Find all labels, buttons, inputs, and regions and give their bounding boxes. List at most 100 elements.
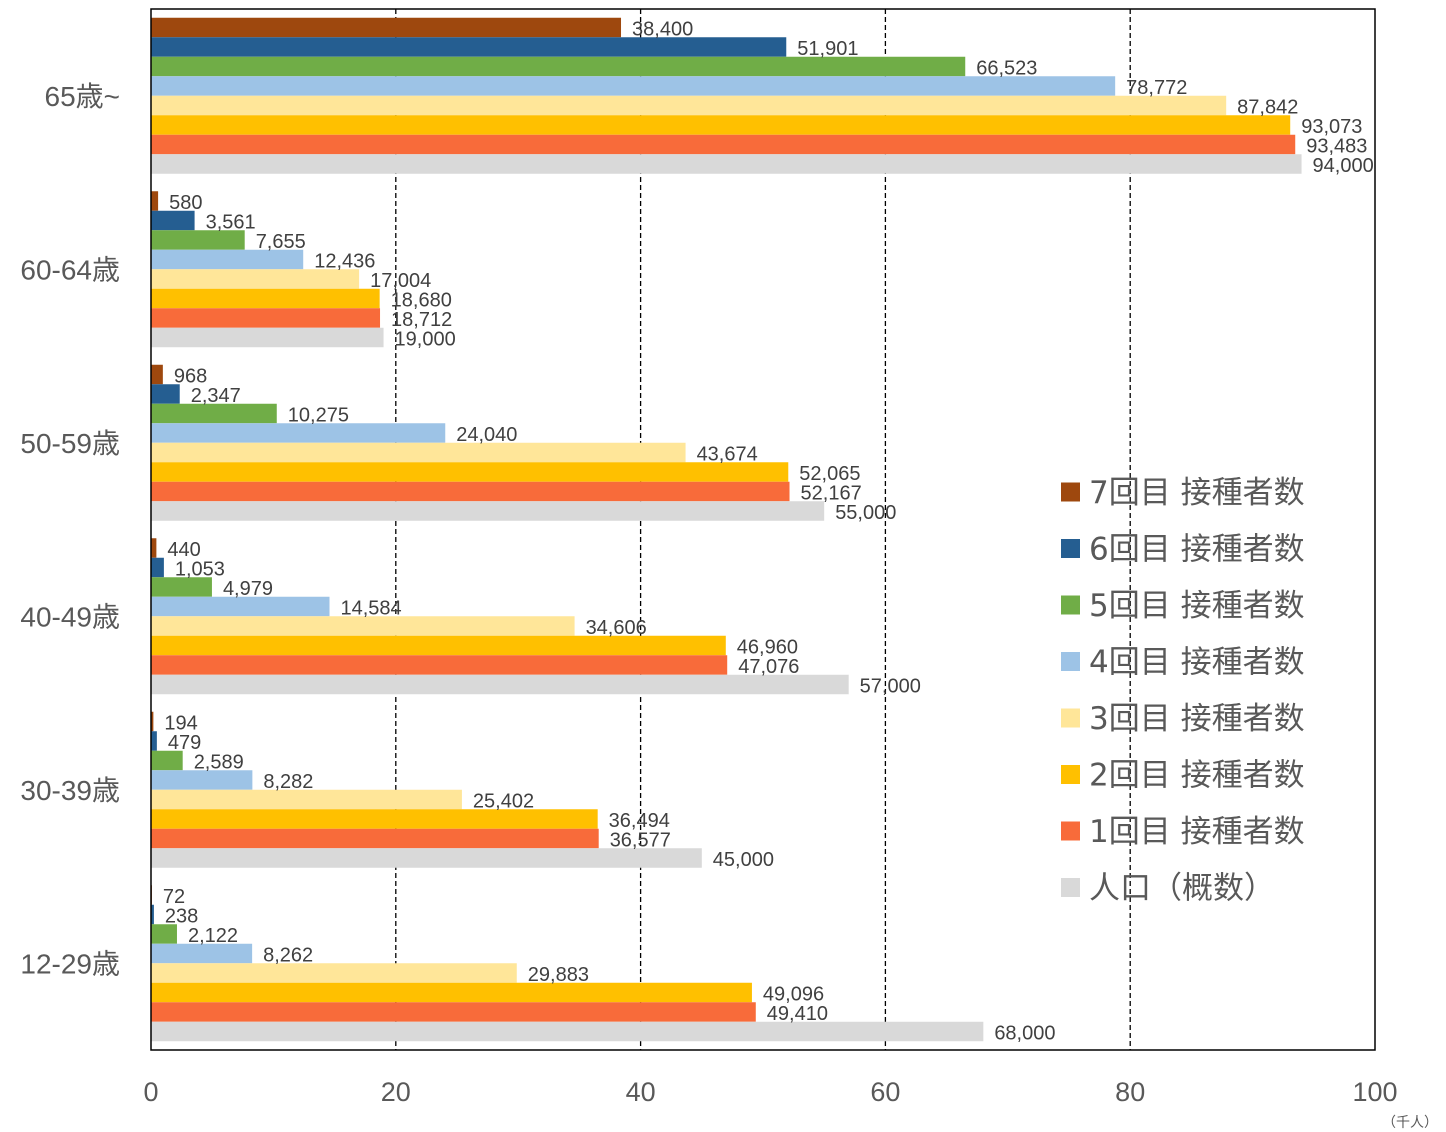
bar bbox=[151, 1021, 984, 1042]
data-label: 7,655 bbox=[256, 231, 306, 253]
data-label: 29,883 bbox=[528, 964, 589, 986]
data-label: 34,606 bbox=[586, 617, 647, 639]
data-label: 10,275 bbox=[288, 405, 349, 427]
x-tick-label: 40 bbox=[626, 1077, 656, 1107]
bar bbox=[151, 501, 825, 521]
bar bbox=[151, 1002, 756, 1022]
legend-swatch bbox=[1061, 539, 1080, 558]
data-label: 440 bbox=[167, 539, 200, 561]
bars bbox=[151, 17, 1302, 1042]
bar bbox=[151, 288, 380, 309]
data-label: 94,000 bbox=[1313, 155, 1374, 177]
bar bbox=[151, 789, 462, 810]
gridlines bbox=[395, 9, 1131, 1050]
legend-label: 1回目 接種者数 bbox=[1089, 814, 1305, 850]
bar bbox=[151, 924, 177, 944]
bar bbox=[151, 963, 517, 983]
data-label: 4,979 bbox=[223, 578, 273, 600]
bar bbox=[151, 327, 384, 348]
bar bbox=[151, 904, 154, 925]
data-label: 43,674 bbox=[697, 444, 758, 466]
data-label: 36,494 bbox=[609, 810, 670, 832]
category-label: 40-49歳 bbox=[20, 601, 120, 632]
bar bbox=[151, 154, 1302, 174]
x-tick-label: 80 bbox=[1115, 1077, 1145, 1107]
bar bbox=[151, 56, 966, 77]
legend-label: 3回目 接種者数 bbox=[1089, 701, 1305, 737]
data-label: 52,167 bbox=[801, 483, 862, 505]
category-label: 30-39歳 bbox=[20, 775, 120, 806]
data-label: 72 bbox=[163, 886, 185, 908]
bar bbox=[151, 134, 1296, 155]
legend-swatch bbox=[1061, 878, 1080, 897]
data-label: 2,122 bbox=[188, 925, 238, 947]
bar bbox=[151, 423, 446, 443]
data-label: 238 bbox=[165, 906, 198, 928]
data-label: 47,076 bbox=[738, 656, 799, 678]
bar bbox=[151, 481, 790, 502]
data-label: 55,000 bbox=[835, 502, 896, 524]
legend-swatch bbox=[1061, 595, 1080, 615]
bar bbox=[151, 809, 598, 829]
bar bbox=[151, 731, 157, 751]
x-tick-label: 60 bbox=[870, 1077, 900, 1107]
data-label: 19,000 bbox=[395, 329, 456, 351]
legend-swatch bbox=[1061, 652, 1080, 671]
x-tick-label: 0 bbox=[143, 1077, 158, 1107]
data-label: 93,073 bbox=[1301, 116, 1362, 138]
x-tick-label: 100 bbox=[1352, 1077, 1397, 1107]
bar bbox=[151, 616, 575, 636]
legend-swatch bbox=[1061, 821, 1080, 841]
bar bbox=[151, 403, 277, 424]
data-label: 51,901 bbox=[797, 38, 858, 60]
bar bbox=[151, 249, 304, 270]
bar bbox=[151, 462, 789, 482]
legend: 7回目 接種者数 6回目 接種者数 5回目 接種者数 4回目 接種者数 3回目 接種者数… bbox=[1061, 475, 1305, 907]
data-label: 66,523 bbox=[976, 58, 1037, 80]
data-label: 57,000 bbox=[860, 676, 921, 698]
bar bbox=[151, 17, 622, 38]
bar bbox=[151, 596, 330, 617]
bar bbox=[151, 384, 180, 404]
bar bbox=[151, 442, 686, 463]
bar bbox=[151, 770, 253, 790]
plot-frame bbox=[150, 8, 1376, 1051]
data-label: 24,040 bbox=[456, 424, 517, 446]
bar bbox=[151, 269, 360, 289]
value-labels: 38,400 51,901 66,523 78,772 87,84293,07393,4… bbox=[163, 19, 1374, 1045]
data-label: 25,402 bbox=[473, 791, 534, 813]
data-label: 2,589 bbox=[194, 752, 244, 774]
category-label: 50-59歳 bbox=[20, 428, 120, 459]
data-label: 12,436 bbox=[314, 251, 375, 273]
data-label: 78,772 bbox=[1126, 77, 1187, 99]
bar bbox=[151, 828, 599, 849]
category-label: 60-64歳 bbox=[20, 254, 120, 285]
bar bbox=[151, 674, 849, 695]
category-label: 65歳~ bbox=[45, 81, 121, 112]
data-label: 36,577 bbox=[610, 830, 671, 852]
data-label: 93,483 bbox=[1306, 136, 1367, 158]
data-label: 14,584 bbox=[341, 598, 402, 620]
bar bbox=[151, 76, 1116, 96]
legend-label: 人口（概数） bbox=[1089, 871, 1275, 907]
bar bbox=[151, 95, 1227, 116]
axes bbox=[150, 8, 1376, 1051]
data-label: 479 bbox=[168, 732, 201, 754]
x-tick-label: 20 bbox=[381, 1077, 411, 1107]
data-label: 3,561 bbox=[206, 212, 256, 234]
bar bbox=[151, 210, 195, 231]
bar bbox=[151, 848, 702, 868]
data-label: 87,842 bbox=[1237, 97, 1298, 119]
bar bbox=[151, 577, 212, 597]
bar bbox=[151, 557, 164, 578]
bar bbox=[151, 308, 381, 328]
x-tick-labels: 0 20 40 60 80 100 bbox=[143, 1077, 1397, 1107]
bar bbox=[151, 655, 728, 675]
bar bbox=[151, 37, 787, 57]
data-label: 1,053 bbox=[175, 559, 225, 581]
bar bbox=[151, 364, 163, 385]
bar bbox=[151, 635, 726, 656]
legend-swatch bbox=[1061, 765, 1080, 784]
legend-label: 4回目 接種者数 bbox=[1089, 645, 1305, 681]
